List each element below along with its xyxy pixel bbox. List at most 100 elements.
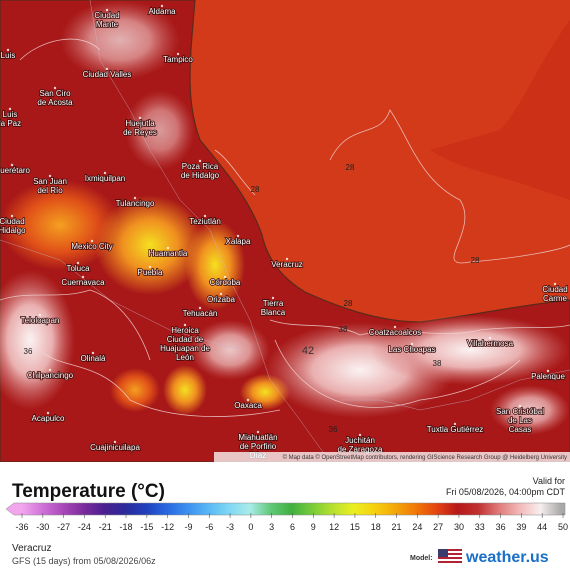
colorbar-tick-label: -24: [78, 522, 91, 532]
city-marker: [105, 67, 109, 71]
city-marker: [103, 171, 107, 175]
colorbar-tick-label: 21: [392, 522, 402, 532]
contour-label: 42: [302, 345, 314, 357]
city-marker: [81, 275, 85, 279]
city-label: de Acosta: [37, 98, 73, 107]
valid-time: Fri 05/08/2026, 04:00pm CDT: [446, 487, 566, 497]
colorbar-tick-label: 30: [454, 522, 464, 532]
city-label: Poza Rica: [182, 162, 219, 171]
legend-bg: [0, 462, 570, 570]
city-label: Tehuacán: [183, 309, 218, 318]
colorbar-tick-label: 3: [269, 522, 274, 532]
city-marker: [113, 440, 117, 444]
brand: weather.us: [465, 549, 549, 566]
city-label: Córdoba: [210, 278, 241, 287]
contour-label: 28: [346, 163, 355, 172]
city-marker: [138, 116, 142, 120]
colorbar-tick-label: -12: [161, 522, 174, 532]
city-label: Hidalgo: [0, 226, 26, 235]
colorbar-tick-label: 27: [433, 522, 443, 532]
city-marker: [91, 351, 95, 355]
city-marker: [148, 265, 152, 269]
legend: Temperature (°C) Valid for Fri 05/08/202…: [0, 462, 570, 570]
city-label: San Juan: [33, 177, 67, 186]
city-marker: [133, 196, 137, 200]
city-marker: [223, 275, 227, 279]
city-label: Tulancingo: [116, 199, 155, 208]
colorbar-tick-label: 33: [475, 522, 485, 532]
city-label: Mante: [96, 20, 119, 29]
city-label: Chilpancingo: [27, 371, 74, 380]
colorbar-tick-label: -9: [184, 522, 192, 532]
city-marker: [183, 323, 187, 327]
colorbar-tick-label: -36: [15, 522, 28, 532]
city-marker: [6, 48, 10, 52]
city-label: Tuxtla Gutiérrez: [427, 425, 484, 434]
colorbar-tick-label: 18: [371, 522, 381, 532]
heat-area: [95, 195, 205, 295]
city-label: Heroica: [171, 326, 199, 335]
colorbar-tick-label: -6: [205, 522, 213, 532]
contour-label: 38: [433, 359, 442, 368]
warm-area: [125, 90, 195, 170]
city-label: Coatzacoalcos: [369, 328, 421, 337]
city-label: Querétaro: [0, 166, 31, 175]
city-label: Ciudad de: [167, 335, 204, 344]
city-marker: [46, 411, 50, 415]
city-marker: [358, 433, 362, 437]
colorbar-tick-label: 6: [290, 522, 295, 532]
colorbar-tick-label: 0: [248, 522, 253, 532]
contour-label: 28: [251, 185, 260, 194]
city-label: Orizaba: [207, 295, 236, 304]
contour-label: 36: [329, 425, 338, 434]
city-marker: [76, 261, 80, 265]
colorbar-tick-label: -18: [120, 522, 133, 532]
colorbar-tick-label: -15: [140, 522, 153, 532]
city-label: Toluca: [66, 264, 90, 273]
warm-area: [0, 270, 75, 410]
city-label: Teloloapan: [21, 316, 60, 325]
colorbar-tick-label: -30: [36, 522, 49, 532]
city-label: la Paz: [0, 119, 21, 128]
city-marker: [203, 214, 207, 218]
city-marker: [236, 234, 240, 238]
city-marker: [10, 163, 14, 167]
city-label: Ciudad: [94, 11, 119, 20]
contour-label: 38: [339, 325, 348, 334]
colorbar-tick-label: 24: [412, 522, 422, 532]
contour-label: 28: [471, 256, 480, 265]
city-label: Xalapa: [226, 237, 251, 246]
city-marker: [38, 313, 42, 317]
city-marker: [271, 296, 275, 300]
city-label: Juchitán: [345, 436, 375, 445]
city-marker: [518, 404, 522, 408]
city-label: Huamantla: [149, 249, 188, 258]
flag-icon: [438, 549, 462, 564]
city-label: León: [176, 353, 194, 362]
heat-area: [185, 220, 245, 310]
warm-area: [190, 320, 270, 380]
borders: [0, 0, 570, 463]
warm-area: [490, 385, 570, 435]
city-marker: [219, 292, 223, 296]
colorbar-tick-label: 9: [311, 522, 316, 532]
city-label: de Las: [508, 416, 532, 425]
city-marker: [160, 4, 164, 8]
city-label: Ciudad: [0, 217, 25, 226]
city-marker: [256, 430, 260, 434]
city-label: Huajuapan de: [160, 344, 210, 353]
city-marker: [410, 342, 414, 346]
city-marker: [246, 398, 250, 402]
city-label: Huejutla: [125, 119, 155, 128]
colorbar-tick-label: 50: [558, 522, 568, 532]
city-marker: [53, 86, 57, 90]
city-label: Veracruz: [271, 260, 303, 269]
city-marker: [105, 8, 109, 12]
city-label: San Ciro: [39, 89, 71, 98]
location: Veracruz: [12, 543, 51, 554]
city-label: Teziutlán: [189, 217, 221, 226]
city-label: Ciudad: [542, 285, 567, 294]
attribution: © Map data © OpenStreetMap contributors,…: [283, 454, 567, 461]
city-marker: [90, 239, 94, 243]
